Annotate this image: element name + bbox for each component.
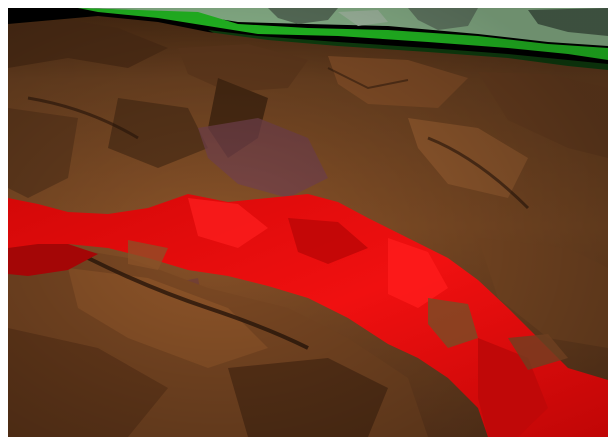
3d-terrain-viewport[interactable] [8,8,608,437]
terrain-render [8,8,608,437]
highlighted-stratum-layer [8,194,608,437]
